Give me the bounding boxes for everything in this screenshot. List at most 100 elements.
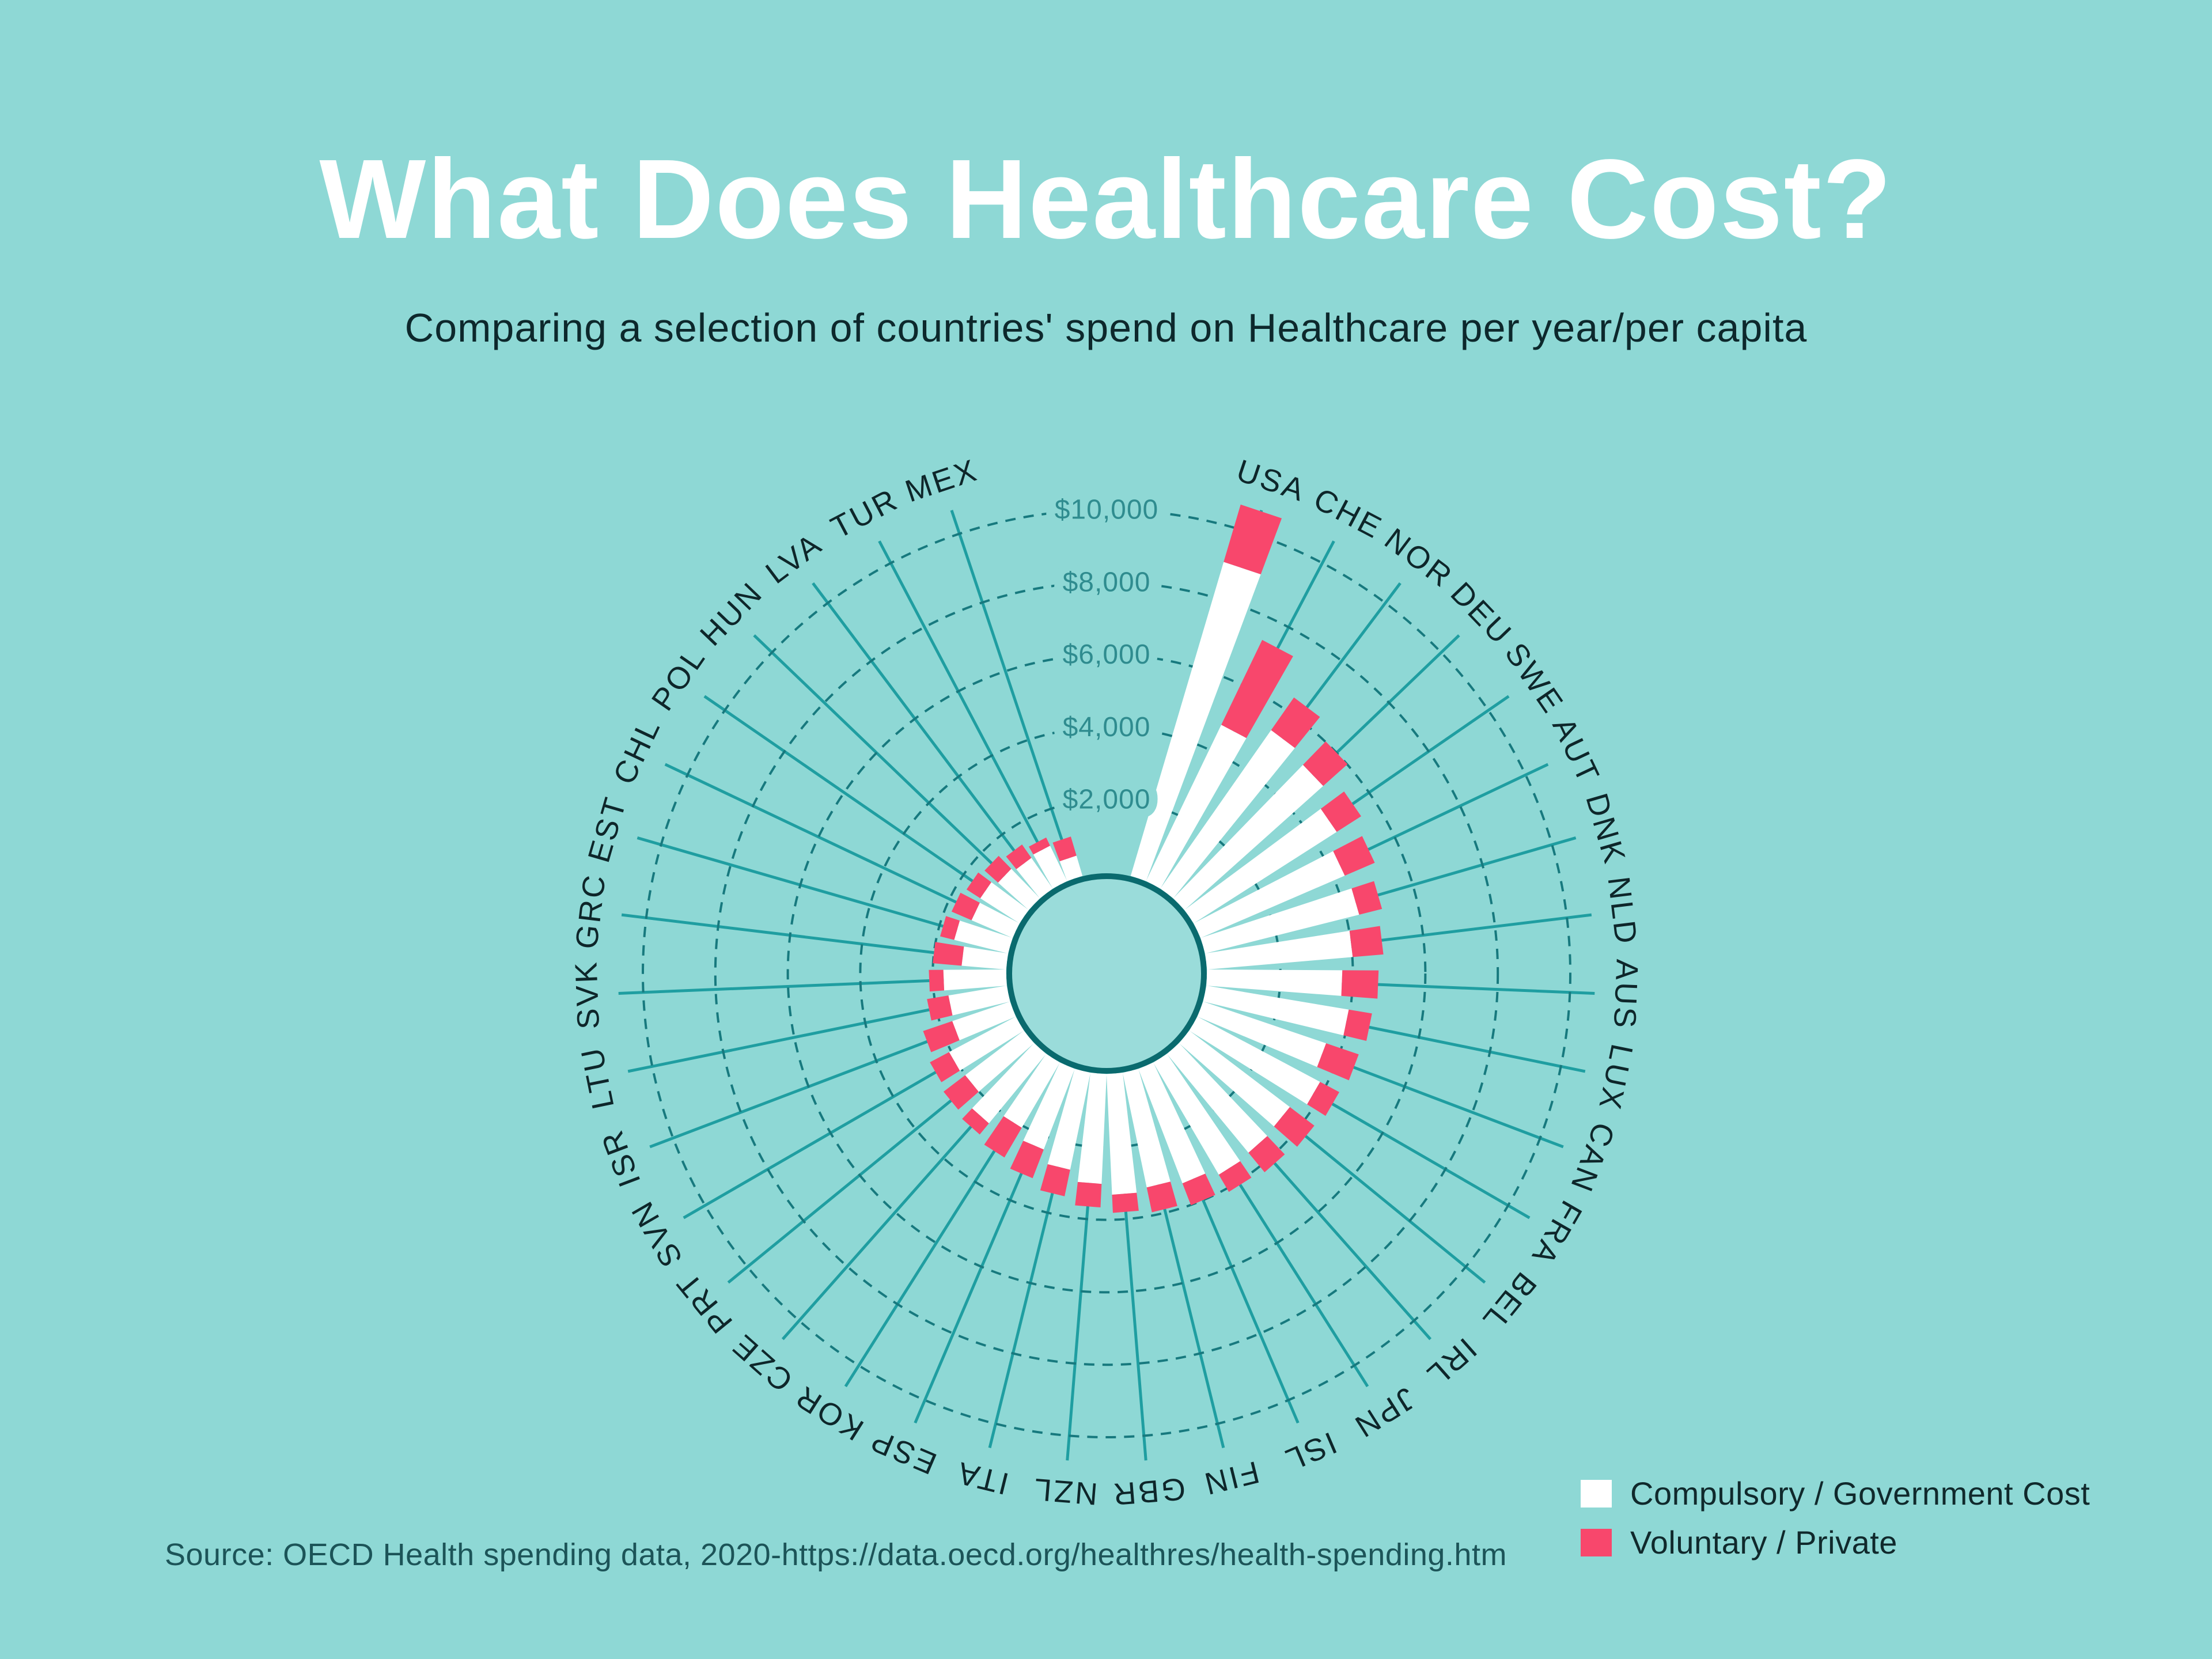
bar-KOR-compulsory <box>1003 1054 1060 1128</box>
country-label-TUR: TUR <box>825 482 904 545</box>
legend-item-voluntary: Voluntary / Private <box>1581 1524 2090 1561</box>
bar-FIN <box>1122 1069 1177 1213</box>
bar-MEX-compulsory <box>1059 855 1083 881</box>
legend-item-compulsory: Compulsory / Government Cost <box>1581 1475 2090 1512</box>
country-label-IRL: IRL <box>1419 1331 1483 1394</box>
page-title: What Does Healthcare Cost? <box>319 136 1893 262</box>
bar-CZE-voluntary <box>962 1108 989 1135</box>
bar-LTU-compulsory <box>948 986 1010 1016</box>
country-label-CHL: CHL <box>607 713 668 790</box>
bar-ISR-voluntary <box>923 1021 960 1052</box>
bar-NZL <box>1075 1073 1107 1208</box>
country-label-NLD: NLD <box>1601 874 1643 947</box>
bar-POL <box>966 872 1029 923</box>
bar-GBR <box>1106 1073 1139 1213</box>
bar-EST-compulsory <box>954 921 1013 954</box>
bar-FRA-voluntary <box>1307 1082 1339 1116</box>
ring-label-4000: $4,000 <box>1063 712 1151 743</box>
bar-GBR-compulsory <box>1106 1073 1137 1195</box>
bar-BEL <box>1179 1031 1315 1147</box>
bar-ITA <box>1040 1069 1091 1196</box>
bar-FRA <box>1189 1016 1339 1116</box>
country-label-JPN: JPN <box>1347 1381 1421 1445</box>
bar-GRC-compulsory <box>961 946 1008 970</box>
bar-ESP-compulsory <box>1023 1062 1075 1150</box>
bar-DNK-voluntary <box>1351 881 1382 915</box>
ring-8000 <box>714 581 1499 1366</box>
bar-ESP <box>1010 1062 1075 1179</box>
bar-NOR <box>1160 697 1320 899</box>
bar-MEX <box>1052 836 1083 881</box>
bar-USA <box>1130 504 1282 881</box>
bar-CHE-compulsory <box>1146 725 1247 889</box>
bar-NZL-compulsory <box>1077 1073 1107 1184</box>
country-label-MEX: MEX <box>901 453 982 509</box>
bar-NLD <box>1205 926 1384 970</box>
bar-GRC-voluntary <box>933 942 964 966</box>
bar-SWE <box>1184 791 1361 923</box>
bar-ISL-voluntary <box>1182 1173 1215 1206</box>
country-label-SVN: SVN <box>624 1194 690 1273</box>
bar-SVN-voluntary <box>930 1052 960 1082</box>
legend-label-voluntary: Voluntary / Private <box>1630 1524 1897 1560</box>
spoke-LVA <box>812 582 1049 896</box>
bar-NOR-compulsory <box>1160 730 1295 899</box>
bar-IRL <box>1166 1043 1285 1173</box>
bar-HUN-voluntary <box>984 855 1012 883</box>
center-circle <box>1006 873 1207 1074</box>
ring-label-2000: $2,000 <box>1063 785 1151 815</box>
ring-labels: $2,000$2,000$4,000$4,000$6,000$6,000$8,0… <box>1046 486 1167 824</box>
bar-PRT-voluntary <box>943 1075 979 1110</box>
country-label-CHE: CHE <box>1308 482 1388 546</box>
bar-TUR-voluntary <box>1029 837 1050 855</box>
bar-AUT-voluntary <box>1333 836 1375 876</box>
bar-ESP-voluntary <box>1010 1141 1044 1179</box>
country-label-AUT: AUT <box>1546 713 1607 790</box>
ring-label-10000: $10,000 <box>1055 495 1159 525</box>
legend: Compulsory / Government Cost Voluntary /… <box>1581 1475 2090 1561</box>
bar-KOR-voluntary <box>984 1116 1022 1158</box>
bar-JPN-voluntary <box>1218 1161 1252 1192</box>
bar-NOR-voluntary <box>1271 697 1320 748</box>
bar-FIN-voluntary <box>1146 1181 1177 1213</box>
bar-CHE <box>1146 639 1293 889</box>
bar-AUT <box>1194 836 1375 938</box>
legend-swatch-voluntary <box>1581 1528 1612 1556</box>
bar-ITA-compulsory <box>1047 1069 1091 1170</box>
bar-AUT-compulsory <box>1194 851 1345 938</box>
bar-HUN-compulsory <box>998 869 1040 910</box>
country-label-FIN: FIN <box>1199 1455 1263 1502</box>
bar-TUR-compulsory <box>1033 846 1067 889</box>
country-label-CAN: CAN <box>1563 1118 1622 1198</box>
bar-LTU-voluntary <box>927 995 953 1021</box>
country-label-USA: USA <box>1232 453 1310 509</box>
bar-NZL-voluntary <box>1075 1181 1102 1208</box>
bar-AUS <box>1206 969 1379 999</box>
country-label-KOR: KOR <box>788 1378 869 1448</box>
bar-SVK <box>929 969 1007 992</box>
bar-IRL-compulsory <box>1166 1043 1268 1153</box>
bar-SWE-compulsory <box>1184 808 1337 923</box>
bar-JPN <box>1153 1054 1252 1192</box>
bar-POL-voluntary <box>966 872 991 899</box>
bar-GBR-voluntary <box>1112 1192 1139 1213</box>
country-label-LVA: LVA <box>759 526 829 590</box>
bar-CAN <box>1197 1001 1359 1081</box>
bar-NLD-compulsory <box>1205 930 1353 970</box>
bar-PRT-compulsory <box>965 1031 1035 1092</box>
bar-ISR <box>923 1001 1016 1052</box>
bar-IRL-voluntary <box>1248 1136 1285 1173</box>
legend-swatch-compulsory <box>1581 1479 1612 1508</box>
bar-POL-compulsory <box>980 882 1029 923</box>
bar-CHL <box>951 892 1020 938</box>
country-label-ISL: ISL <box>1279 1425 1342 1478</box>
bar-CAN-voluntary <box>1317 1043 1359 1081</box>
country-label-GBR: GBR <box>1110 1471 1187 1512</box>
country-label-LUX: LUX <box>1592 1041 1639 1114</box>
bar-USA-voluntary <box>1224 504 1282 575</box>
country-label-ITA: ITA <box>952 1455 1012 1501</box>
country-label-GRC: GRC <box>569 871 612 950</box>
bar-DEU-compulsory <box>1173 764 1324 910</box>
